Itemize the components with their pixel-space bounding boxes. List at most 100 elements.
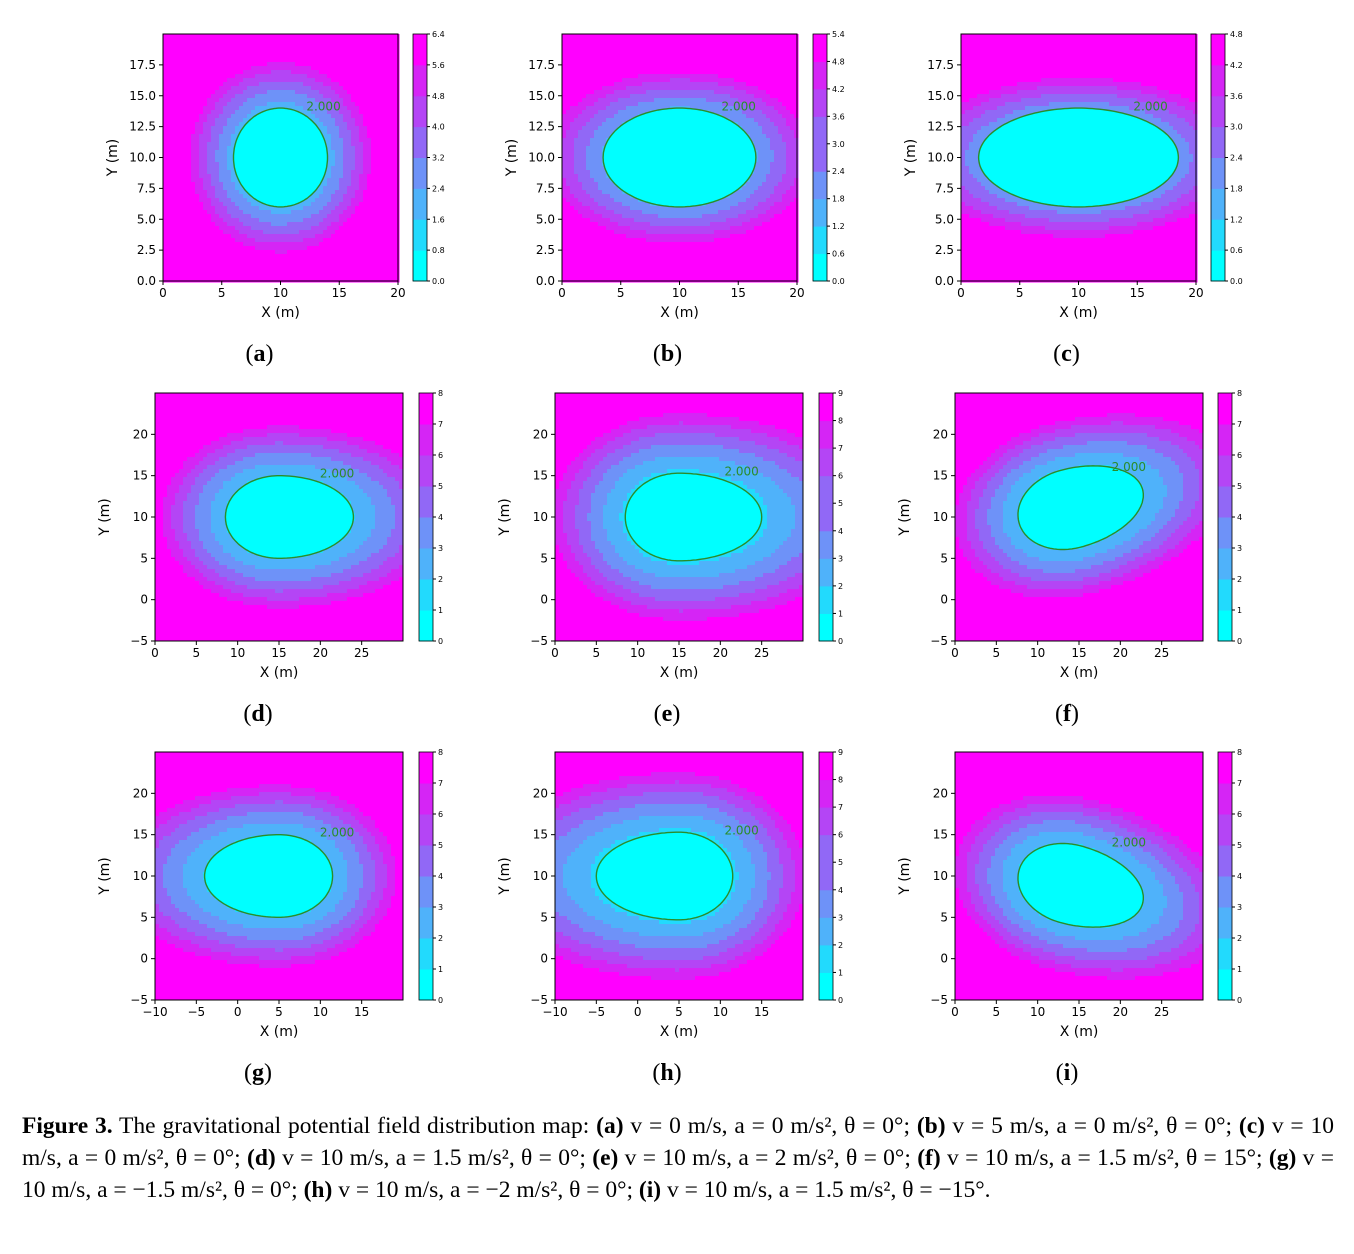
colorbar-tick-label: 1.6 [432, 215, 445, 224]
y-tick-label: 5 [540, 551, 548, 565]
x-axis-label: X (m) [261, 305, 300, 321]
y-tick-label: 12.5 [129, 120, 156, 134]
y-tick-label: 0.0 [935, 274, 954, 288]
contour-label: 2.000 [320, 467, 354, 481]
y-tick-label: 0 [140, 952, 148, 966]
colorbar-tick-label: 0 [438, 996, 443, 1005]
y-tick-label: 20 [133, 427, 148, 441]
colorbar-tick-label: 0 [838, 996, 843, 1005]
colorbar-tick-label: 4 [438, 872, 443, 881]
x-tick-label: 0 [951, 646, 959, 660]
panel-label: (d) [243, 701, 272, 727]
colorbar-tick-label: 0.6 [832, 250, 845, 259]
colorbar-band [419, 517, 433, 549]
y-axis-label: Y (m) [903, 139, 919, 178]
y-tick-label: 12.5 [927, 120, 954, 134]
colorbar-band [813, 116, 827, 144]
panel-label: (i) [1056, 1060, 1079, 1086]
y-tick-label: 2.5 [536, 243, 555, 257]
x-tick-label: 0 [234, 1005, 242, 1019]
caption-item-label: (d) [241, 1145, 282, 1171]
y-tick-label: 0 [540, 593, 548, 607]
y-tick-label: 5 [940, 910, 948, 924]
x-tick-label: 0 [957, 286, 965, 300]
colorbar-band [1218, 486, 1232, 518]
x-tick-label: 20 [1113, 646, 1128, 660]
colorbar-tick-label: 3 [438, 544, 443, 553]
x-tick-label: 25 [754, 646, 769, 660]
colorbar-tick-label: 2 [1237, 575, 1242, 584]
y-tick-label: 10.0 [927, 151, 954, 165]
x-tick-label: 5 [1016, 286, 1024, 300]
colorbar-tick-label: 6 [1237, 451, 1242, 460]
colorbar-band [419, 579, 433, 611]
colorbar-band [419, 969, 433, 1001]
colorbar-tick-label: 8 [838, 417, 843, 426]
panel-label: (a) [246, 341, 274, 367]
contour-label: 2.000 [722, 100, 756, 114]
y-axis-label: Y (m) [105, 139, 121, 178]
colorbar-band [819, 972, 833, 1000]
x-tick-label: 0 [634, 1005, 642, 1019]
y-tick-label: 7.5 [935, 181, 954, 195]
x-tick-label: 10 [1071, 286, 1086, 300]
y-tick-label: 5 [140, 910, 148, 924]
colorbar-band [419, 845, 433, 877]
colorbar-tick-label: 4 [838, 527, 843, 536]
y-tick-label: 5.0 [137, 212, 156, 226]
caption-item-label: (c) [1232, 1113, 1272, 1139]
x-tick-label: 0 [151, 646, 159, 660]
colorbar-band [819, 503, 833, 531]
colorbar-band [813, 61, 827, 89]
x-axis-label: X (m) [260, 665, 299, 681]
colorbar-tick-label: 3 [838, 913, 843, 922]
x-tick-label: 5 [993, 646, 1001, 660]
caption-item-text: v = 10 m/s, a = 1.5 m/s², θ = −15°. [667, 1177, 991, 1203]
caption-item-text: v = 5 m/s, a = 0 m/s², θ = 0°; [952, 1113, 1232, 1139]
colorbar-band [1218, 455, 1232, 487]
x-tick-label: 15 [354, 1005, 369, 1019]
colorbar-tick-label: 4.8 [1230, 30, 1243, 39]
colorbar-band [413, 96, 427, 127]
x-tick-label: 15 [754, 1005, 769, 1019]
y-tick-label: 17.5 [927, 58, 954, 72]
colorbar-band [419, 455, 433, 487]
colorbar-tick-label: 0 [1237, 637, 1242, 646]
colorbar-tick-label: 4 [838, 886, 843, 895]
y-tick-label: 10 [933, 510, 948, 524]
colorbar-band [413, 219, 427, 250]
colorbar-band [1218, 938, 1232, 970]
colorbar-band [819, 558, 833, 586]
x-tick-label: 15 [1071, 1005, 1086, 1019]
caption-item-text: v = 10 m/s, a = 2 m/s², θ = 0°; [625, 1145, 911, 1171]
y-tick-label: −5 [930, 634, 948, 648]
colorbar-band [419, 938, 433, 970]
colorbar-band [819, 752, 833, 780]
contour-label: 2.000 [320, 826, 354, 840]
colorbar-band [413, 127, 427, 158]
colorbar-band [813, 89, 827, 117]
colorbar-band [813, 171, 827, 199]
colorbar-band [1218, 548, 1232, 580]
colorbar-tick-label: 4.0 [432, 123, 445, 132]
y-tick-label: 20 [933, 427, 948, 441]
colorbar-tick-label: 6.4 [432, 30, 445, 39]
colorbar-tick-label: 4.2 [832, 85, 845, 94]
y-tick-label: −5 [530, 993, 548, 1007]
x-tick-label: 15 [332, 286, 347, 300]
y-tick-label: 20 [133, 786, 148, 800]
colorbar-tick-label: 5 [438, 841, 443, 850]
x-tick-label: −10 [542, 1005, 567, 1019]
y-tick-label: 15.0 [528, 89, 555, 103]
y-tick-label: 17.5 [528, 58, 555, 72]
colorbar-tick-label: 5 [838, 499, 843, 508]
colorbar-band [813, 199, 827, 227]
caption-item-text: v = 0 m/s, a = 0 m/s², θ = 0°; [630, 1113, 910, 1139]
colorbar-band [819, 945, 833, 973]
y-tick-label: 10 [133, 869, 148, 883]
contour-label: 2.000 [724, 464, 758, 478]
colorbar-band [1211, 219, 1225, 250]
